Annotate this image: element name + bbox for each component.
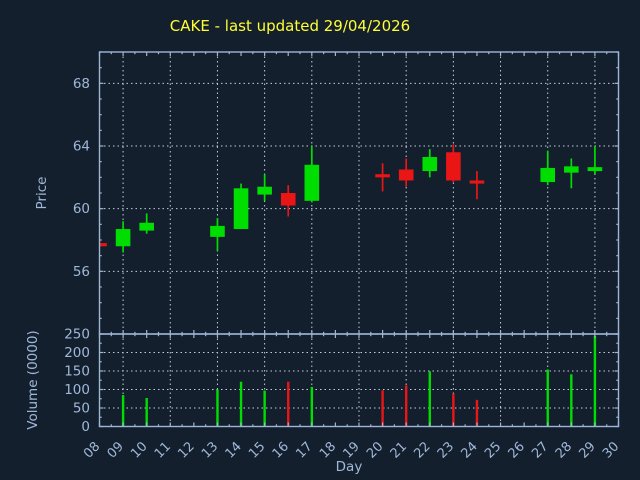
volume-axis-label: Volume (0000) bbox=[25, 330, 41, 429]
day-axis-label: Day bbox=[336, 459, 363, 475]
tick-label: 23 bbox=[435, 439, 457, 461]
tick-label: 100 bbox=[64, 382, 90, 398]
volume-bars bbox=[121, 335, 597, 427]
tick-label: 14 bbox=[223, 439, 245, 461]
tick-label: 22 bbox=[411, 439, 433, 461]
gridlines bbox=[99, 52, 619, 427]
tick-label: 27 bbox=[529, 439, 551, 461]
tick-label: 09 bbox=[105, 439, 127, 461]
tick-label: 56 bbox=[73, 264, 90, 280]
tick-label: 28 bbox=[553, 439, 575, 461]
tick-label: 150 bbox=[64, 364, 90, 380]
tick-label: 200 bbox=[64, 345, 90, 361]
candlesticks bbox=[99, 144, 603, 253]
tick-label: 12 bbox=[175, 439, 197, 461]
tick-label: 16 bbox=[270, 439, 292, 461]
tick-label: 24 bbox=[458, 439, 480, 461]
price-axis-label: Price bbox=[34, 177, 50, 210]
tick-label: 0 bbox=[81, 419, 90, 435]
axis-ticks bbox=[98, 51, 620, 428]
tick-label: 20 bbox=[364, 439, 386, 461]
tick-label: 29 bbox=[576, 439, 598, 461]
chart-title: CAKE - last updated 29/04/2026 bbox=[170, 17, 410, 35]
tick-label: 08 bbox=[81, 439, 103, 461]
tick-label: 64 bbox=[73, 139, 90, 155]
tick-label: 17 bbox=[293, 439, 315, 461]
tick-label: 250 bbox=[64, 327, 90, 343]
tick-label: 68 bbox=[73, 76, 90, 92]
tick-label: 50 bbox=[73, 401, 90, 417]
tick-label: 10 bbox=[128, 439, 150, 461]
tick-label: 25 bbox=[482, 439, 504, 461]
tick-label: 13 bbox=[199, 439, 221, 461]
tick-label: 26 bbox=[506, 439, 528, 461]
tick-label: 21 bbox=[388, 439, 410, 461]
tick-label: 60 bbox=[73, 201, 90, 217]
tick-label: 11 bbox=[152, 439, 174, 461]
tick-label: 30 bbox=[600, 439, 622, 461]
tick-label: 15 bbox=[246, 439, 268, 461]
